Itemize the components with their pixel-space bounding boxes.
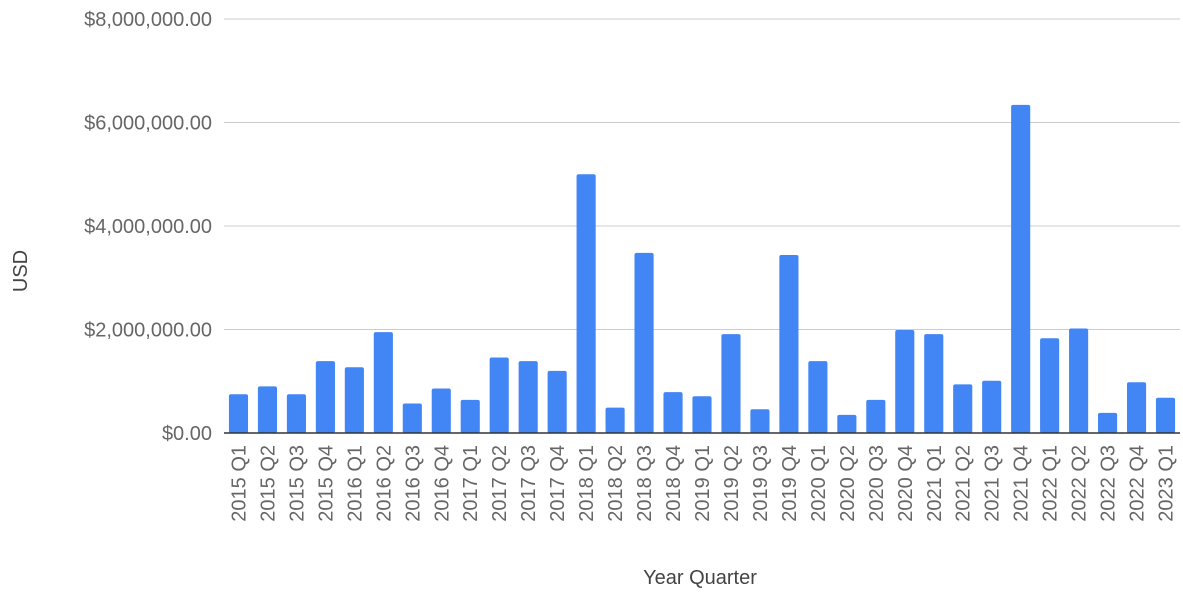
bar <box>518 361 538 433</box>
x-tick-label: 2021 Q4 <box>1011 445 1033 522</box>
bar <box>1069 328 1089 433</box>
bar <box>1155 397 1176 433</box>
bar <box>460 399 480 433</box>
bar <box>982 380 1002 433</box>
x-tick-label: 2016 Q1 <box>344 445 366 522</box>
bar <box>808 361 828 433</box>
x-tick-label: 2020 Q4 <box>895 445 917 522</box>
x-tick-label: 2019 Q2 <box>721 445 743 522</box>
y-axis-tick-labels: $0.00 $2,000,000.00 $4,000,000.00 $6,000,00… <box>84 9 212 445</box>
y-axis-title: USD <box>10 250 32 292</box>
x-tick-label: 2017 Q3 <box>518 445 540 522</box>
x-tick-label: 2021 Q2 <box>953 445 975 522</box>
bar <box>228 394 249 433</box>
y-tick-label: $2,000,000.00 <box>84 320 212 342</box>
bar <box>953 384 973 433</box>
x-tick-label: 2018 Q4 <box>663 445 685 522</box>
x-tick-label: 2019 Q3 <box>750 445 772 522</box>
x-tick-label: 2015 Q3 <box>286 445 308 522</box>
x-tick-label: 2016 Q3 <box>402 445 424 522</box>
bar <box>1040 338 1060 433</box>
bar <box>315 361 335 433</box>
x-tick-label: 2023 Q1 <box>1156 445 1178 522</box>
bar <box>547 370 567 433</box>
x-tick-label: 2019 Q1 <box>692 445 714 522</box>
x-tick-label: 2022 Q2 <box>1069 445 1091 522</box>
gridlines <box>224 18 1180 330</box>
bar <box>286 394 306 433</box>
x-axis-tick-labels: 2015 Q1 2015 Q2 2015 Q3 2015 Q4 2016 Q1 2016 … <box>228 445 1177 522</box>
bars <box>228 104 1176 433</box>
x-tick-label: 2015 Q2 <box>257 445 279 522</box>
x-tick-label: 2017 Q1 <box>460 445 482 522</box>
bar <box>779 254 799 433</box>
x-tick-label: 2021 Q3 <box>982 445 1004 522</box>
x-tick-label: 2018 Q1 <box>576 445 598 522</box>
bar <box>1126 382 1147 433</box>
bar <box>605 407 625 433</box>
bar <box>489 357 509 433</box>
bar <box>750 409 770 433</box>
x-tick-label: 2020 Q3 <box>866 445 888 522</box>
x-tick-label: 2017 Q2 <box>489 445 511 522</box>
x-tick-label: 2015 Q1 <box>228 445 250 522</box>
x-tick-label: 2021 Q1 <box>924 445 946 522</box>
bar <box>257 386 278 433</box>
x-tick-label: 2016 Q4 <box>431 445 453 522</box>
x-tick-label: 2022 Q4 <box>1127 445 1149 522</box>
bar <box>721 334 741 433</box>
x-tick-label: 2015 Q4 <box>315 445 337 522</box>
x-tick-label: 2019 Q4 <box>779 445 801 522</box>
bar <box>866 399 886 433</box>
bar <box>924 334 944 433</box>
y-tick-label: $0.00 <box>162 423 212 445</box>
x-tick-label: 2020 Q2 <box>837 445 859 522</box>
bar <box>663 392 683 433</box>
bar <box>895 330 915 433</box>
bar <box>837 414 857 433</box>
bar <box>402 403 422 433</box>
y-tick-label: $8,000,000.00 <box>84 9 212 31</box>
bar <box>576 174 596 433</box>
bar <box>431 388 451 433</box>
x-tick-label: 2018 Q2 <box>605 445 627 522</box>
y-tick-label: $4,000,000.00 <box>84 216 212 238</box>
bar <box>373 332 393 433</box>
bar <box>344 367 364 433</box>
x-tick-label: 2018 Q3 <box>634 445 656 522</box>
x-tick-label: 2016 Q2 <box>373 445 395 522</box>
y-tick-label: $6,000,000.00 <box>84 113 212 135</box>
x-tick-label: 2020 Q1 <box>808 445 830 522</box>
x-tick-label: 2017 Q4 <box>547 445 569 522</box>
x-tick-label: 2022 Q1 <box>1040 445 1062 522</box>
bar <box>1098 412 1118 433</box>
x-tick-label: 2022 Q3 <box>1098 445 1120 522</box>
x-axis-title: Year Quarter <box>643 567 757 589</box>
bar <box>634 252 654 433</box>
bar <box>1011 104 1031 433</box>
bar <box>692 396 712 433</box>
